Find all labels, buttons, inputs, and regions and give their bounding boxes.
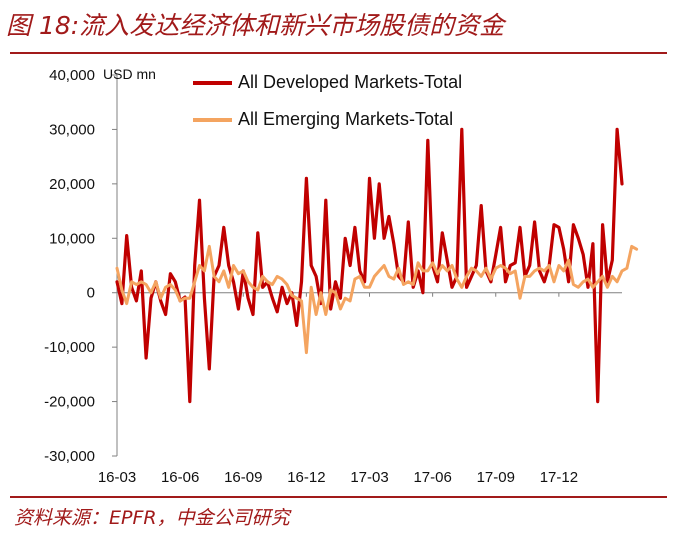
x-tick-label: 17-06 (413, 469, 451, 486)
y-tick-label: 40,000 (49, 67, 95, 84)
y-tick-label: 20,000 (49, 176, 95, 193)
figure-title: 图 18:流入发达经济体和新兴市场股债的资金 (6, 11, 505, 40)
y-tick-label: -20,000 (44, 394, 95, 411)
title-divider (10, 52, 667, 54)
unit-label: USD mn (103, 66, 156, 82)
x-tick-label: 16-09 (224, 469, 262, 486)
y-tick-label: 30,000 (49, 121, 95, 138)
y-tick-label: 10,000 (49, 230, 95, 247)
x-tick-label: 16-12 (287, 469, 325, 486)
x-tick-label: 16-03 (98, 469, 136, 486)
x-tick-label: 16-06 (161, 469, 199, 486)
source-divider (10, 496, 667, 498)
series-line-developed (115, 127, 624, 404)
x-tick-label: 17-09 (477, 469, 515, 486)
y-tick-label: -30,000 (44, 448, 95, 465)
legend-label: All Developed Markets-Total (238, 72, 462, 92)
source-note: 资料来源：EPFR，中金公司研究 (14, 507, 290, 529)
legend-label: All Emerging Markets-Total (238, 109, 453, 129)
y-tick-label: -10,000 (44, 339, 95, 356)
y-tick-label: 0 (87, 285, 95, 302)
x-tick-label: 17-12 (540, 469, 578, 486)
series-line-emerging (115, 244, 639, 355)
x-tick-label: 17-03 (350, 469, 388, 486)
